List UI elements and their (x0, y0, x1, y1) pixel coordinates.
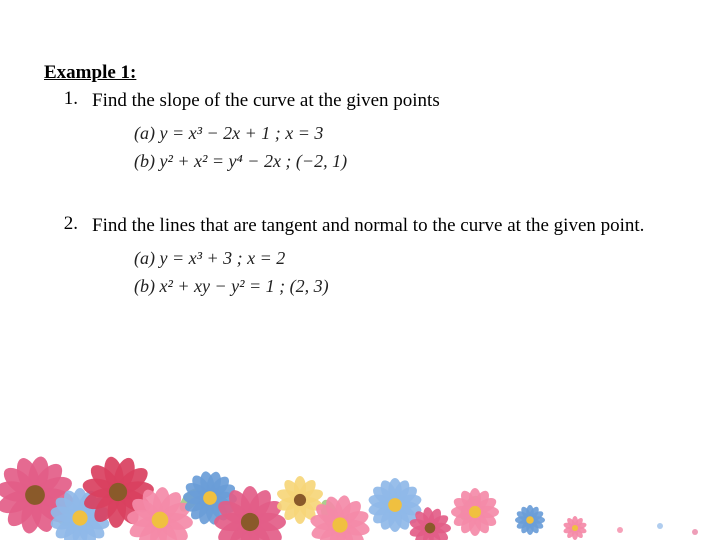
q1-text: Find the slope of the curve at the given… (92, 88, 676, 114)
q2-text: Find the lines that are tangent and norm… (92, 213, 676, 239)
flower-decoration (0, 400, 720, 540)
question-1: 1. Find the slope of the curve at the gi… (44, 88, 676, 114)
q1-number: 1. (44, 88, 92, 110)
q1-eq-b: (b) y² + x² = y⁴ − 2x ; (−2, 1) (134, 148, 676, 176)
question-2: 2. Find the lines that are tangent and n… (44, 213, 676, 239)
q1-eq-a: (a) y = x³ − 2x + 1 ; x = 3 (134, 120, 676, 148)
q1-equations: (a) y = x³ − 2x + 1 ; x = 3 (b) y² + x² … (134, 120, 676, 176)
q2-eq-b: (b) x² + xy − y² = 1 ; (2, 3) (134, 273, 676, 301)
example-heading: Example 1: (44, 62, 676, 84)
q2-eq-a: (a) y = x³ + 3 ; x = 2 (134, 245, 676, 273)
q2-number: 2. (44, 213, 92, 235)
q2-equations: (a) y = x³ + 3 ; x = 2 (b) x² + xy − y² … (134, 245, 676, 301)
